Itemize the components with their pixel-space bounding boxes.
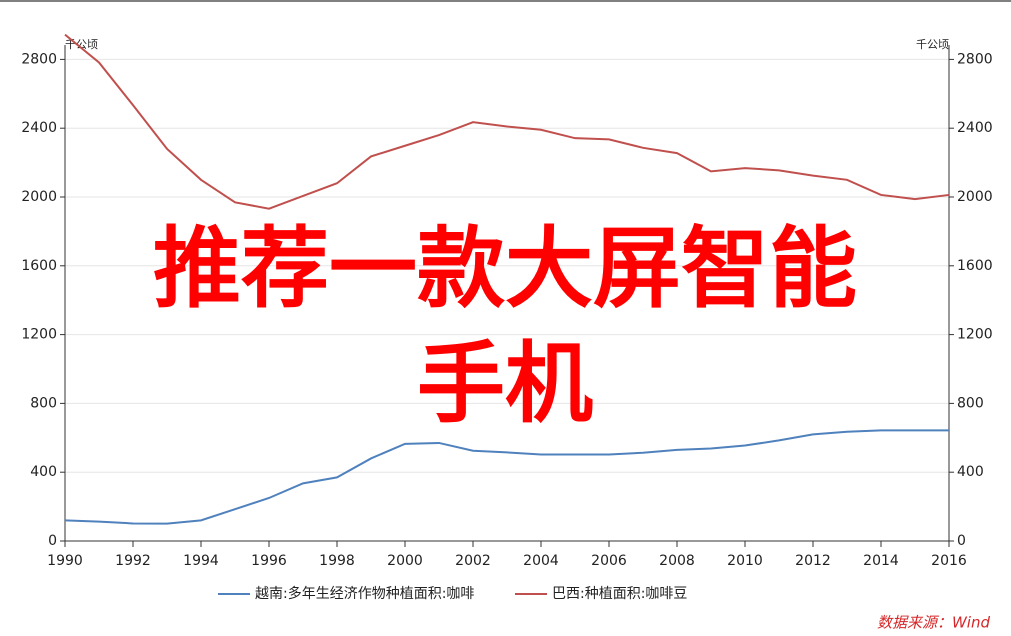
x-tick-label: 1996 bbox=[251, 553, 287, 569]
x-tick-label: 2014 bbox=[863, 553, 899, 569]
y-tick-label: 1200 bbox=[21, 327, 57, 343]
y2-tick-label: 2800 bbox=[957, 51, 993, 67]
y2-tick-label: 400 bbox=[957, 464, 984, 480]
x-tick-label: 2008 bbox=[659, 553, 695, 569]
y2-tick-label: 800 bbox=[957, 395, 984, 411]
overlay-text: 手机 bbox=[417, 332, 593, 435]
x-tick-label: 1990 bbox=[47, 553, 83, 569]
y-tick-label: 0 bbox=[48, 533, 57, 549]
x-tick-label: 2000 bbox=[387, 553, 423, 569]
y-unit-right: 千公顷 bbox=[916, 38, 949, 51]
source: 数据来源：Wind bbox=[877, 614, 991, 632]
x-tick-label: 2002 bbox=[455, 553, 491, 569]
x-tick-label: 1998 bbox=[319, 553, 355, 569]
x-tick-label: 2010 bbox=[727, 553, 763, 569]
y-tick-label: 2000 bbox=[21, 189, 57, 205]
y-tick-label: 2400 bbox=[21, 120, 57, 136]
legend-label: 越南:多年生经济作物种植面积:咖啡 bbox=[255, 585, 474, 602]
legend-label: 巴西:种植面积:咖啡豆 bbox=[552, 586, 687, 602]
y-tick-label: 1600 bbox=[21, 258, 57, 274]
x-tick-label: 2006 bbox=[591, 553, 627, 569]
overlay-text: 推荐一款大屏智能 bbox=[153, 217, 857, 320]
y2-tick-label: 0 bbox=[957, 533, 966, 549]
series-line bbox=[64, 429, 949, 525]
x-tick-label: 2016 bbox=[931, 553, 967, 569]
y2-tick-label: 2000 bbox=[957, 189, 993, 205]
x-tick-label: 1994 bbox=[183, 553, 219, 569]
y2-tick-label: 2400 bbox=[957, 120, 993, 136]
y-tick-label: 2800 bbox=[21, 51, 57, 67]
series-line bbox=[64, 33, 950, 210]
x-tick-label: 2004 bbox=[523, 553, 559, 569]
y2-tick-label: 1600 bbox=[957, 258, 993, 274]
y-tick-label: 400 bbox=[30, 464, 57, 480]
x-tick-label: 1992 bbox=[115, 553, 151, 569]
x-tick-label: 2012 bbox=[795, 553, 831, 569]
y2-tick-label: 1200 bbox=[957, 327, 993, 343]
y-tick-label: 800 bbox=[30, 395, 57, 411]
